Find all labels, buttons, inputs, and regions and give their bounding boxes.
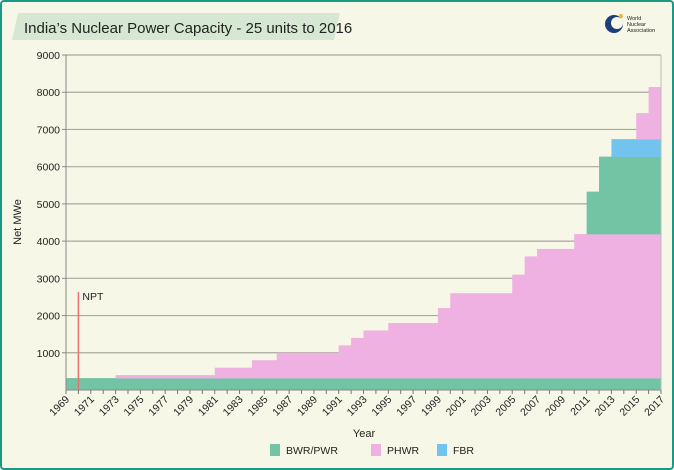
x-tick-label: 1991 [320,394,345,419]
x-tick-label: 1969 [47,394,72,419]
band-phwr [648,87,662,140]
x-tick-label: 2015 [617,394,642,419]
band-phwr [537,248,575,379]
band-phwr [388,323,439,379]
logo-text: World Nuclear Association [627,16,655,34]
chart-title: India’s Nuclear Power Capacity - 25 unit… [24,20,352,37]
band-phwr [524,256,538,379]
y-tick-label: 4000 [37,236,61,248]
x-tick-label: 2005 [493,394,518,419]
y-tick-label: 6000 [37,162,61,174]
band-phwr [351,337,364,379]
x-tick-label: 1979 [171,394,196,419]
band-phwr [512,274,526,379]
x-tick-label: 1985 [245,394,270,419]
y-tick-label: 1000 [37,348,61,360]
legend-label: FBR [453,445,474,457]
x-tick-label: 2017 [642,394,667,419]
x-tick-label: 1987 [270,394,295,419]
band-phwr [115,375,216,379]
band-phwr [450,293,513,379]
x-tick-label: 2007 [518,394,543,419]
legend-swatch-phwr [371,444,381,456]
band-phwr [437,308,451,379]
x-tick-label: 1973 [97,394,122,419]
legend-swatch-bwr-pwr [270,444,280,456]
x-axis-label: Year [353,428,376,440]
x-tick-label: 1971 [72,394,97,419]
x-tick-label: 2001 [444,394,469,419]
y-tick-label: 3000 [37,273,61,285]
legend-swatch-fbr [437,444,447,456]
y-tick-label: 5000 [37,199,61,211]
y-axis-label: Net MWe [12,199,24,245]
x-tick-label: 1983 [221,394,246,419]
x-tick-label: 1999 [419,394,444,419]
x-tick-label: 1997 [394,394,419,419]
wna-logo: World Nuclear Association [605,14,655,34]
x-tick-label: 1993 [345,394,370,419]
band-phwr [338,345,352,379]
band-phwr [574,234,662,379]
x-tick-label: 1977 [146,394,171,419]
x-tick-label: 1989 [295,394,320,419]
x-tick-label: 2013 [593,394,618,419]
band-bwr-pwr [66,378,662,391]
y-tick-label: 7000 [37,124,61,136]
band-bwr-pwr [586,191,600,235]
legend-label: PHWR [387,445,419,457]
band-phwr [251,360,278,379]
x-tick-label: 1981 [196,394,221,419]
npt-label: NPT [82,291,104,303]
band-fbr [611,139,662,157]
band-phwr [276,352,340,379]
y-tick-label: 8000 [37,87,61,99]
legend-label: BWR/PWR [286,445,338,457]
title-banner [12,13,340,40]
x-tick-label: 1975 [121,394,146,419]
x-tick-label: 1995 [369,394,394,419]
band-phwr [636,113,650,140]
x-tick-label: 2009 [543,394,568,419]
band-phwr [363,330,389,379]
band-phwr [214,367,253,379]
x-tick-label: 2003 [469,394,494,419]
y-tick-label: 9000 [37,50,61,62]
y-tick-label: 2000 [37,311,61,323]
x-tick-label: 2011 [568,394,593,419]
band-bwr-pwr [599,156,662,235]
